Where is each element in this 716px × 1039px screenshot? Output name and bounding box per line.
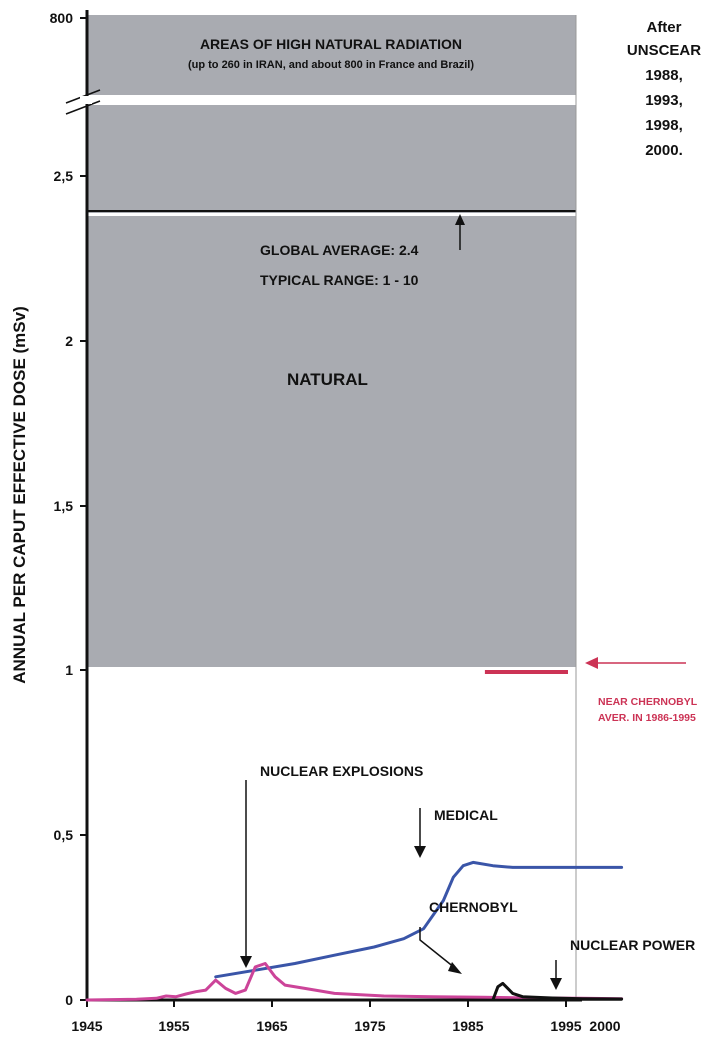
source-line-5: 1998, (645, 117, 683, 134)
nuclear-explosions-arrow (240, 780, 252, 968)
x-tick-label: 2000 (589, 1018, 620, 1034)
y-tick-label: 2,5 (54, 168, 74, 184)
x-axis-ticks: 1945 1955 1965 1975 1985 1995 2000 (71, 1000, 621, 1034)
y-tick-label: 0,5 (54, 827, 74, 843)
near-chernobyl-label-1: NEAR CHERNOBYL (598, 696, 698, 708)
near-chernobyl-label-2: AVER. IN 1986-1995 (598, 712, 696, 724)
x-tick-label: 1965 (256, 1018, 287, 1034)
nuclear-power-arrow (550, 960, 562, 990)
chernobyl-label: CHERNOBYL (429, 899, 518, 915)
source-note: After UNSCEAR 1988, 1993, 1998, 2000. (627, 19, 701, 159)
high-radiation-band (87, 15, 576, 95)
natural-band (87, 105, 576, 667)
axis-break-marks (65, 89, 101, 115)
y-tick-label: 0 (65, 992, 73, 1008)
source-line-6: 2000. (645, 142, 683, 159)
global-average-label: GLOBAL AVERAGE: 2.4 (260, 242, 419, 258)
typical-range-label: TYPICAL RANGE: 1 - 10 (260, 272, 419, 288)
nuclear-power-label: NUCLEAR POWER (570, 937, 695, 953)
source-line-1: After (646, 19, 681, 36)
source-line-2: UNSCEAR (627, 42, 701, 59)
chernobyl-arrow (419, 927, 462, 974)
y-tick-label: 1 (65, 662, 73, 678)
near-chernobyl-arrow (585, 657, 686, 669)
global-average-arrow (455, 214, 465, 250)
x-tick-label: 1995 (550, 1018, 581, 1034)
axis-break-gap (87, 95, 576, 105)
x-tick-label: 1975 (354, 1018, 385, 1034)
x-tick-label: 1985 (452, 1018, 483, 1034)
series-line-nuclear-explosions (85, 962, 624, 1002)
medical-arrow (414, 808, 426, 858)
y-axis-ticks: 0 0,5 1 1,5 2 2,5 800 (50, 10, 87, 1008)
nuclear-explosions-label: NUCLEAR EXPLOSIONS (260, 763, 423, 779)
medical-label: MEDICAL (434, 807, 498, 823)
source-line-3: 1988, (645, 67, 683, 84)
y-tick-label: 800 (50, 10, 74, 26)
high-radiation-title: AREAS OF HIGH NATURAL RADIATION (200, 36, 462, 52)
y-tick-label: 1,5 (54, 498, 74, 514)
natural-label: NATURAL (287, 370, 368, 389)
series-layer (85, 860, 624, 1002)
high-radiation-subtitle: (up to 260 in IRAN, and about 800 in Fra… (188, 59, 474, 71)
x-tick-label: 1955 (158, 1018, 189, 1034)
x-tick-label: 1945 (71, 1018, 102, 1034)
y-tick-label: 2 (65, 333, 73, 349)
y-axis-title: ANNUAL PER CAPUT EFFECTIVE DOSE (mSv) (10, 306, 29, 684)
source-line-4: 1993, (645, 92, 683, 109)
series-line-medical (214, 860, 624, 979)
series-line-chernobyl (491, 981, 624, 1002)
